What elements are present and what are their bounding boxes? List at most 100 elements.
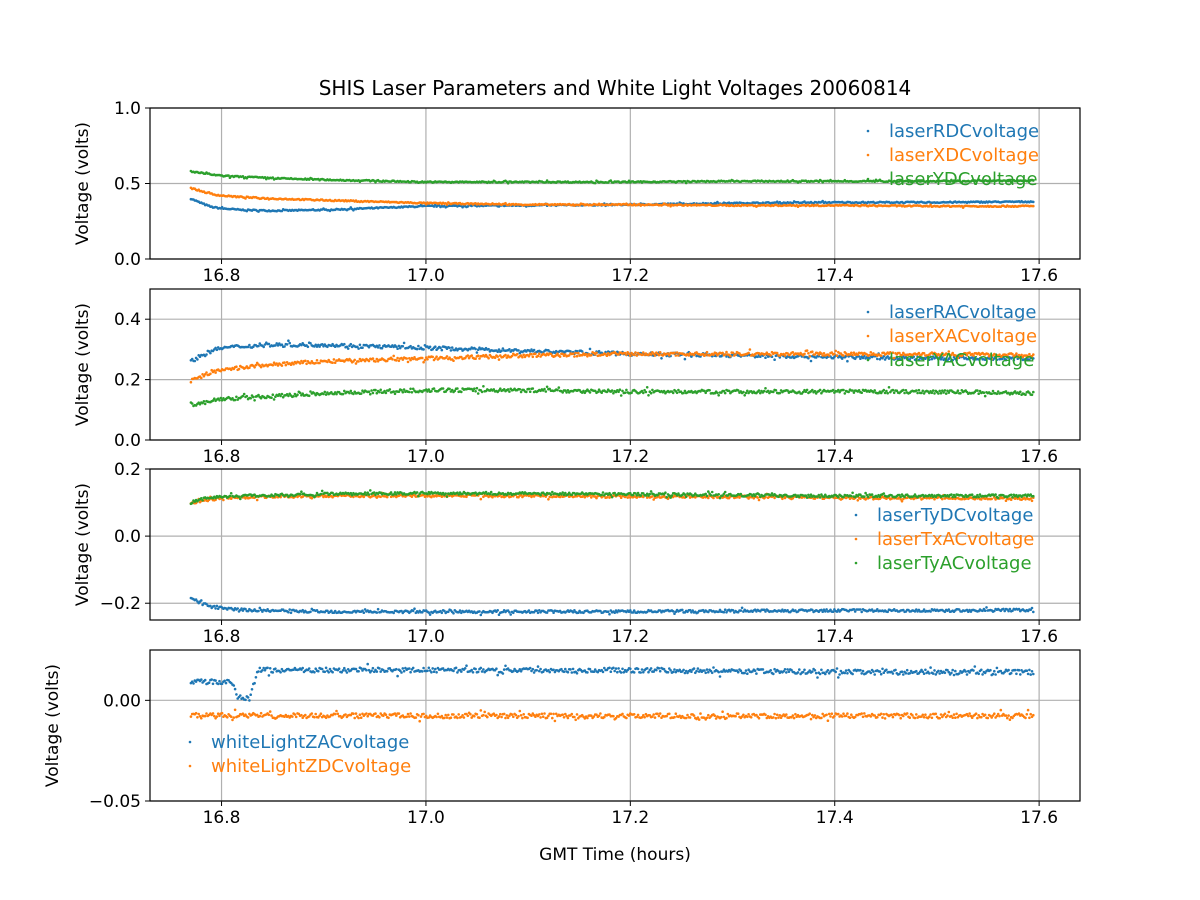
data-point <box>358 343 362 347</box>
legend-label: laserYACvoltage <box>889 350 1034 371</box>
data-point <box>917 388 921 392</box>
data-point <box>831 610 835 613</box>
data-point <box>635 496 639 499</box>
data-point <box>822 352 826 355</box>
data-point <box>773 358 776 362</box>
data-point <box>649 391 653 395</box>
data-point <box>681 608 684 612</box>
data-point <box>834 349 837 353</box>
y-axis-label: Voltage (volts) <box>73 483 93 606</box>
legend-label: laserXACvoltage <box>889 326 1037 347</box>
series-laserYACvoltage <box>189 385 1035 408</box>
data-point <box>731 351 735 355</box>
data-point <box>275 342 279 345</box>
data-point <box>530 352 533 356</box>
data-point <box>280 343 284 347</box>
data-point <box>396 356 399 360</box>
data-point <box>903 391 906 395</box>
data-point <box>590 353 593 357</box>
data-point <box>189 380 193 384</box>
data-point <box>369 392 372 396</box>
data-point <box>1024 393 1027 397</box>
data-point <box>257 609 260 613</box>
data-point <box>886 391 889 395</box>
data-point <box>618 388 622 392</box>
data-point <box>1032 200 1035 204</box>
data-point <box>375 357 379 361</box>
y-tick-label: 0.5 <box>114 175 141 195</box>
data-point <box>902 388 905 392</box>
data-point <box>956 389 960 393</box>
data-point <box>933 392 936 395</box>
data-point <box>619 394 623 397</box>
data-point <box>428 345 432 349</box>
data-point <box>632 353 636 357</box>
data-point <box>644 390 648 394</box>
data-point <box>378 390 381 394</box>
data-point <box>748 348 752 351</box>
data-point <box>479 497 483 501</box>
data-point <box>683 357 687 361</box>
data-point <box>318 361 321 365</box>
data-point <box>675 391 679 395</box>
data-point <box>625 353 628 357</box>
data-point <box>452 612 455 615</box>
data-point <box>359 392 363 395</box>
data-point <box>947 608 951 611</box>
data-point <box>432 205 436 208</box>
data-point <box>521 355 524 359</box>
data-point <box>388 388 392 391</box>
data-point <box>259 365 263 369</box>
legend: laserRDCvoltagelaserXDCvoltagelaserYDCvo… <box>866 121 1039 190</box>
x-tick-label: 16.8 <box>203 447 241 467</box>
data-point <box>378 344 381 347</box>
data-point <box>391 358 394 361</box>
data-point <box>292 395 295 398</box>
data-point <box>508 348 511 351</box>
data-point <box>452 359 455 363</box>
data-point <box>445 203 449 206</box>
data-point <box>460 390 463 394</box>
data-point <box>435 355 438 359</box>
data-point <box>479 613 483 617</box>
data-point <box>430 390 433 393</box>
data-point <box>396 347 399 351</box>
data-point <box>283 361 286 364</box>
data-point <box>721 351 724 355</box>
data-point <box>218 399 221 402</box>
legend-marker <box>866 310 870 314</box>
data-point <box>445 355 449 358</box>
axes-frame <box>149 107 1081 260</box>
data-point <box>252 395 255 399</box>
y-tick-label: −0.2 <box>100 594 141 614</box>
data-point <box>939 391 943 395</box>
data-point <box>944 392 948 395</box>
legend-marker <box>866 153 870 157</box>
data-point <box>190 357 194 361</box>
data-point <box>588 391 592 394</box>
data-point <box>242 392 246 396</box>
data-point <box>904 389 908 392</box>
data-point <box>257 344 260 348</box>
data-point <box>803 352 806 356</box>
data-point <box>331 361 334 365</box>
data-point <box>456 387 459 390</box>
data-point <box>677 354 680 357</box>
data-point <box>374 388 377 392</box>
data-point <box>376 607 380 611</box>
data-point <box>227 174 230 177</box>
x-tick-label: 17.4 <box>816 266 854 286</box>
data-point <box>739 609 743 612</box>
y-tick-label: 0.0 <box>114 250 141 270</box>
y-tick-label: 0.2 <box>114 460 141 480</box>
data-point <box>280 392 284 396</box>
data-point <box>298 391 302 395</box>
data-point <box>496 355 500 358</box>
data-point <box>205 353 208 356</box>
data-point <box>410 391 414 394</box>
x-tick-label: 17.6 <box>1020 447 1058 467</box>
data-point <box>976 389 979 392</box>
y-tick-label: 1.0 <box>114 99 141 119</box>
data-point <box>531 387 535 390</box>
data-point <box>235 365 238 369</box>
